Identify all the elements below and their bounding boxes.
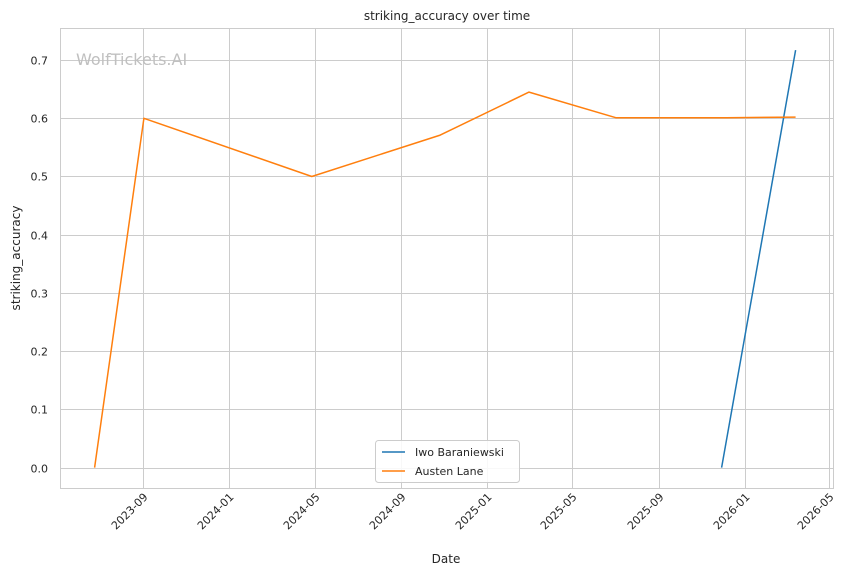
- grid: [60, 28, 833, 488]
- y-tick-label: 0.6: [31, 113, 49, 126]
- legend-box: [375, 440, 520, 483]
- y-tick-label: 0.2: [31, 346, 49, 359]
- x-tick-label: 2023-09: [109, 491, 151, 533]
- x-tick-label: 2024-05: [281, 491, 323, 533]
- y-tick-label: 0.3: [31, 288, 49, 301]
- legend: Iwo Baraniewski Austen Lane: [375, 440, 520, 483]
- x-tick-label: 2025-05: [538, 491, 580, 533]
- y-axis-label: striking_accuracy: [9, 206, 23, 311]
- watermark: WolfTickets.AI: [76, 50, 187, 69]
- series-line-iwo-baraniewski: [720, 49, 797, 468]
- legend-label-iwo-baraniewski: Iwo Baraniewski: [415, 446, 504, 459]
- y-tick-label: 0.4: [31, 230, 49, 243]
- chart-title: striking_accuracy over time: [364, 9, 530, 23]
- x-tick-label: 2025-09: [625, 491, 667, 533]
- series-line-austen-lane: [93, 91, 796, 468]
- x-tick-label: 2026-05: [795, 491, 837, 533]
- y-tick-label: 0.7: [31, 55, 49, 68]
- y-tick-label: 0.0: [31, 463, 49, 476]
- y-tick-label: 0.1: [31, 404, 49, 417]
- x-tick-label: 2025-01: [453, 491, 495, 533]
- x-tick-label: 2024-09: [367, 491, 409, 533]
- legend-label-austen-lane: Austen Lane: [415, 465, 484, 478]
- x-axis-label: Date: [432, 552, 461, 566]
- y-tick-label: 0.5: [31, 171, 49, 184]
- series-lines: [93, 49, 797, 468]
- plot-area-frame: [60, 28, 834, 489]
- x-tick-label: 2026-01: [711, 491, 753, 533]
- x-tick-label: 2024-01: [195, 491, 237, 533]
